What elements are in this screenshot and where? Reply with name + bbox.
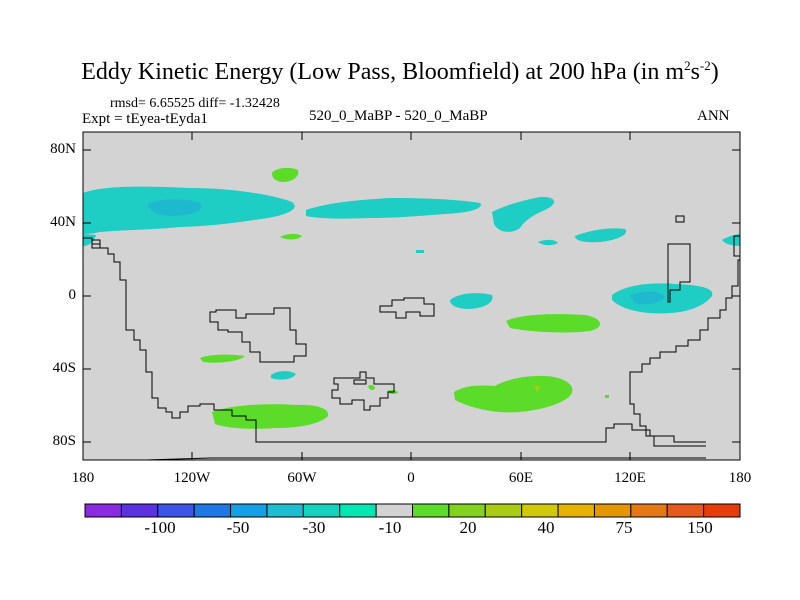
contour-nh-atlantic — [306, 198, 481, 219]
coastline-inner-north — [667, 243, 691, 303]
axis-ticks — [82, 132, 741, 460]
coastline-small-square — [675, 215, 685, 223]
coastline-east-continent — [629, 259, 740, 447]
lat-tick-80n: 80N — [50, 141, 76, 157]
coastline-bottom-edge — [145, 457, 706, 461]
colorbar — [84, 503, 741, 518]
contour-trop-indian — [506, 314, 601, 333]
coastline-nw-block — [91, 239, 101, 249]
rmsd-label: rmsd= 6.65525 diff= -1.32428 — [110, 96, 280, 111]
lon-tick-0: 0 — [407, 470, 415, 486]
lon-tick-180e: 180 — [728, 470, 752, 486]
colorbar-swatch — [193, 503, 232, 518]
lat-tick-80s: 80S — [52, 433, 76, 449]
colorbar-swatch — [557, 503, 595, 518]
coastline-central — [209, 307, 307, 363]
colorbar-swatch — [484, 503, 523, 518]
colorbar-label: -10 — [378, 518, 402, 537]
colorbar-label: 75 — [615, 518, 633, 537]
plot-title: Eddy Kinetic Energy (Low Pass, Bloomfiel… — [81, 58, 719, 85]
contour-arctic-green — [272, 167, 299, 182]
contour-sh-dot — [605, 395, 609, 398]
colorbar-swatch — [630, 503, 668, 518]
contour-nh-asia2 — [575, 228, 627, 243]
lat-tick-40s: 40S — [52, 360, 76, 376]
colorbar-label: 20 — [459, 518, 477, 537]
colorbar-swatch — [521, 503, 559, 518]
contour-trop-pacific-core — [630, 291, 665, 305]
colorbar-swatch — [339, 503, 377, 518]
contour-sh-yellow-dot — [534, 386, 540, 392]
expt-label: Expt = tEyea-tEyda1 — [82, 111, 208, 127]
colorbar-label: -100 — [144, 518, 176, 537]
contour-sh-pacific-west — [200, 354, 245, 363]
period-label: ANN — [697, 108, 730, 124]
contour-trop-small — [416, 250, 424, 253]
colorbar-swatch — [375, 503, 413, 518]
colorbar-swatch — [230, 503, 268, 518]
contour-trop-south — [271, 371, 296, 380]
colorbar-label: 40 — [537, 518, 555, 537]
coastlines — [83, 215, 740, 461]
contour-nh-east — [722, 234, 740, 246]
colorbar-swatch — [157, 503, 195, 518]
coastline-equatorial — [379, 297, 435, 319]
contour-sh-indian — [454, 375, 573, 413]
contour-nh-small-green — [280, 233, 302, 240]
colorbar-swatch — [266, 503, 304, 518]
colorbar-swatch — [666, 503, 705, 518]
case-label: 520_0_MaBP - 520_0_MaBP — [309, 108, 488, 124]
coastline-east-island — [733, 235, 740, 257]
lat-tick-0: 0 — [68, 287, 77, 303]
coastline-south — [331, 371, 395, 411]
colorbar-swatch — [84, 503, 122, 518]
colorbar-swatch — [448, 503, 486, 518]
colorbar-label: -30 — [302, 518, 326, 537]
lon-tick-60e: 60E — [508, 470, 534, 486]
colorbar-swatch — [412, 503, 450, 518]
colorbar-swatch — [593, 503, 632, 518]
colorbar-swatch — [302, 503, 341, 518]
colorbar-label: -50 — [226, 518, 250, 537]
contour-sh-pacific — [212, 404, 329, 429]
contour-trop-africa — [450, 293, 493, 309]
contour-nh-asia — [492, 196, 555, 232]
colorbar-swatch — [120, 503, 159, 518]
contour-nh-west-edge — [83, 234, 96, 246]
coastline-west-continent — [83, 237, 706, 443]
lon-tick-120e: 120E — [614, 470, 646, 486]
contour-fills — [83, 167, 740, 429]
lon-tick-120w: 120W — [173, 470, 211, 486]
lon-tick-60w: 60W — [287, 470, 317, 486]
colorbar-label: 150 — [687, 518, 713, 537]
coastline-south-inner — [353, 379, 367, 385]
contour-sh-atlantic-small — [368, 385, 375, 390]
lat-tick-40n: 40N — [50, 214, 76, 230]
contour-nh-pacific-core — [148, 199, 202, 216]
contour-nh-small1 — [538, 239, 558, 246]
lon-tick-180w: 180 — [71, 470, 95, 486]
colorbar-swatch — [703, 503, 741, 518]
